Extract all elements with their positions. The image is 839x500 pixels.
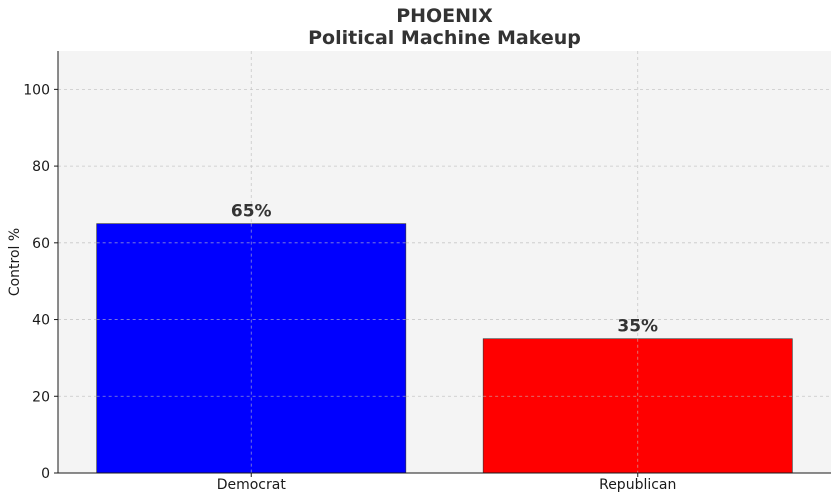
- bars-group: [96, 223, 793, 474]
- y-tick-label: 60: [32, 236, 50, 252]
- bar-labels-group: 65% 35%: [231, 202, 658, 337]
- y-tick-label: 20: [32, 389, 50, 405]
- y-tick-label: 80: [32, 159, 50, 175]
- y-ticks-group: 0 20 40 60 80 100: [23, 82, 58, 482]
- y-tick-label: 40: [32, 313, 50, 329]
- axes-group: [57, 51, 831, 474]
- y-tick-label: 0: [41, 466, 50, 482]
- bar-value-label: 35%: [617, 317, 658, 337]
- chart-subtitle: Political Machine Makeup: [308, 27, 581, 49]
- bar-value-label: 65%: [231, 202, 272, 222]
- chart-title: PHOENIX: [396, 5, 493, 27]
- x-tick-label: Republican: [599, 477, 676, 493]
- bar-democrat: [96, 223, 407, 474]
- y-axis-label: Control %: [7, 228, 23, 296]
- x-ticks-group: Democrat Republican: [217, 473, 676, 493]
- y-tick-label: 100: [23, 82, 50, 98]
- x-tick-label: Democrat: [217, 477, 287, 493]
